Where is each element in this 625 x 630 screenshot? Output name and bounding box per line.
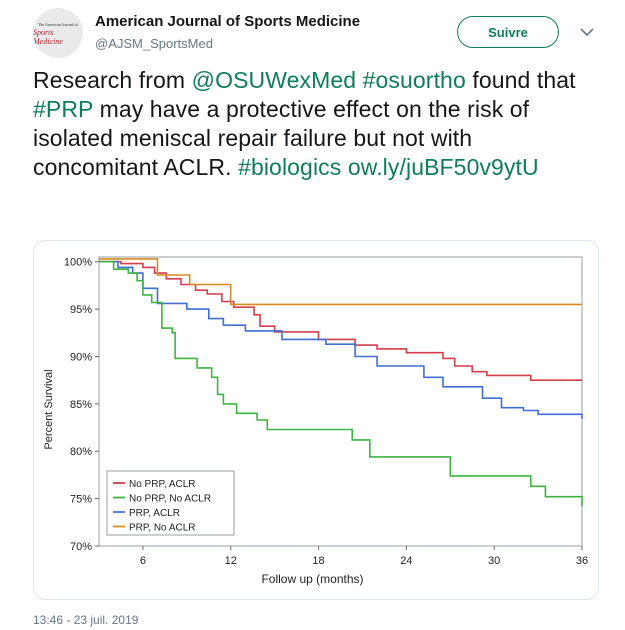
y-tick-label: 70%	[70, 541, 92, 553]
tweet-link[interactable]: @OSUWexMed	[191, 67, 357, 93]
y-tick-label: 95%	[70, 304, 92, 316]
x-tick-label: 6	[140, 555, 146, 567]
y-tick-label: 80%	[70, 446, 92, 458]
avatar-text-line1: The American Journal of	[38, 21, 78, 27]
legend-label: No PRP, ACLR	[129, 479, 196, 490]
x-tick-label: 36	[576, 555, 588, 567]
tweet-timestamp[interactable]: 13:46 - 23 juil. 2019	[33, 613, 139, 627]
survival-chart: 70% 75% 80% 85% 90% 95% 100% 6 12 18 24 30 36 Follow …	[43, 256, 588, 586]
series-line-no-prp-no-aclr	[99, 260, 583, 507]
legend-label: No PRP, No ACLR	[129, 494, 211, 505]
x-tick-label: 24	[400, 555, 412, 567]
account-avatar[interactable]: The American Journal of Sports Medicine	[33, 8, 83, 58]
x-tick-label: 18	[312, 555, 324, 567]
series-line-prp-aclr	[99, 260, 583, 419]
x-tick-label: 30	[488, 555, 500, 567]
x-axis-label: Follow up (months)	[261, 572, 363, 586]
tweet-text-segment: may have a protective effect on the risk…	[33, 96, 530, 180]
y-tick-label: 90%	[70, 351, 92, 363]
y-tick-label: 75%	[70, 494, 92, 506]
y-axis-label: Percent Survival	[43, 369, 55, 449]
tweet-link[interactable]: ow.ly/juBF50v9ytU	[347, 154, 539, 180]
series-line-no-prp-aclr	[99, 260, 582, 381]
avatar-text-line2: Sports Medicine	[33, 27, 63, 46]
y-tick-label: 100%	[64, 257, 92, 269]
series-line-prp-no-aclr	[99, 258, 582, 306]
follow-button[interactable]: Suivre	[457, 16, 559, 48]
x-tick-label: 12	[225, 555, 237, 567]
legend-label: PRP, No ACLR	[129, 523, 196, 534]
chevron-down-icon[interactable]	[578, 24, 596, 40]
legend-box	[106, 470, 235, 536]
tweet-link[interactable]: #PRP	[33, 96, 94, 122]
tweet-link[interactable]: #osuortho	[362, 67, 466, 93]
tweet-image-chart[interactable]: 70% 75% 80% 85% 90% 95% 100% 6 12 18 24 30 36 Follow …	[33, 240, 599, 600]
account-name[interactable]: American Journal of Sports Medicine	[95, 13, 361, 30]
y-tick-label: 85%	[70, 399, 92, 411]
legend-label: PRP, ACLR	[129, 508, 180, 519]
tweet-text: Research from @OSUWexMed #osuortho found…	[33, 66, 603, 182]
account-handle[interactable]: @AJSM_SportsMed	[95, 36, 213, 51]
tweet-text-segment: found that	[465, 67, 576, 93]
tweet-link[interactable]: #biologics	[238, 154, 342, 180]
tweet-text-segment: Research from	[33, 67, 192, 93]
